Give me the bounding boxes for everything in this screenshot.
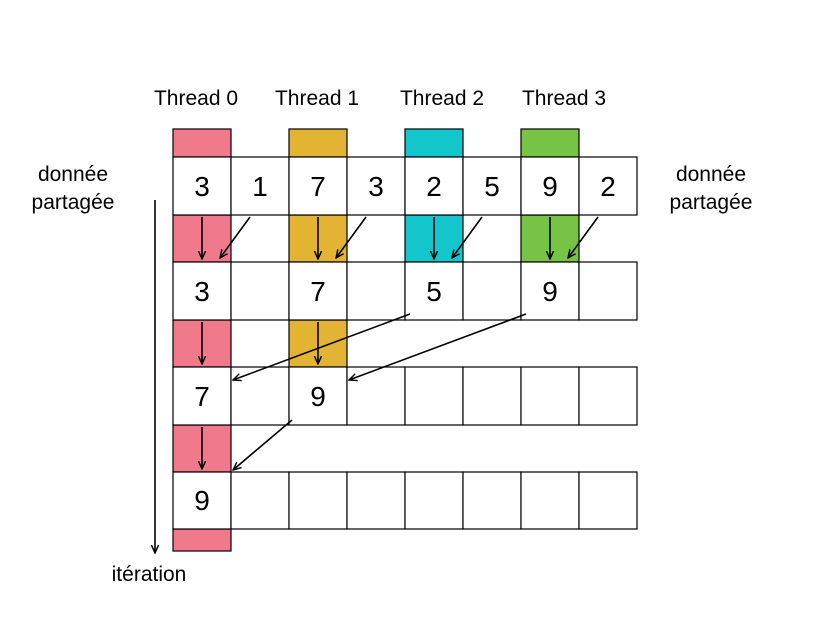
row-2-cell-7 — [578, 366, 638, 426]
shared-data-label-right-line2: partagée — [670, 191, 753, 214]
data-row-3: 9 — [172, 471, 638, 530]
row-3-cell-2 — [288, 471, 348, 530]
row-1-cell-5 — [462, 261, 522, 321]
thread-1-header-bar — [288, 128, 348, 158]
row-1-value-2: 7 — [310, 276, 326, 307]
row-2-value-2: 9 — [310, 381, 326, 412]
arrow-t2-diag-1 — [452, 216, 483, 258]
thread-3-header-bar — [520, 128, 580, 158]
row-0-cell-2 — [288, 156, 348, 216]
arrow-t0-diag-1 — [220, 216, 251, 258]
row-2-value-0: 7 — [194, 381, 210, 412]
row-0-cell-7 — [578, 156, 638, 216]
step-1-arrows — [202, 216, 599, 259]
iteration-label: itération — [112, 563, 187, 586]
row-1-value-4: 5 — [426, 276, 442, 307]
row-3-cell-0 — [172, 471, 232, 530]
row-1-cell-4 — [404, 261, 464, 321]
row-2-cell-3 — [346, 366, 406, 426]
row-3-cell-1 — [230, 471, 290, 530]
row-3-cell-3 — [346, 471, 406, 530]
row-0-value-3: 3 — [368, 171, 384, 202]
row-0-cell-1 — [230, 156, 290, 216]
row-1-cell-1 — [230, 261, 290, 321]
row-1-cell-2 — [288, 261, 348, 321]
thread-1-label: Thread 1 — [275, 87, 359, 110]
thread-0-footer-bar — [172, 528, 232, 552]
arrow-t1-diag-2 — [349, 313, 527, 380]
row-2-cell-4 — [404, 366, 464, 426]
data-row-0: 3 1 7 3 2 5 9 2 — [172, 156, 638, 216]
row-0-value-4: 2 — [426, 171, 442, 202]
thread-0-header-bar — [172, 128, 232, 158]
row-1-cell-0 — [172, 261, 232, 321]
row-2-cell-0 — [172, 366, 232, 426]
step-2-arrows — [202, 313, 527, 380]
row-3-cell-5 — [462, 471, 522, 530]
row-1-cell-7 — [578, 261, 638, 321]
row-3-cell-6 — [520, 471, 580, 530]
row-0-value-2: 7 — [310, 171, 326, 202]
shared-data-label-left-line1: donnée — [38, 163, 108, 186]
row-0-cell-5 — [462, 156, 522, 216]
row-0-value-7: 2 — [600, 171, 616, 202]
row-0-value-1: 1 — [252, 171, 268, 202]
data-row-2: 7 9 — [172, 366, 638, 426]
row-1-value-6: 9 — [542, 276, 558, 307]
row-2-cell-1 — [230, 366, 290, 426]
thread-0-label: Thread 0 — [154, 87, 238, 110]
step-3-arrows — [202, 419, 293, 470]
row-1-cell-3 — [346, 261, 406, 321]
row-0-cell-6 — [520, 156, 580, 216]
row-3-cell-4 — [404, 471, 464, 530]
thread-3-label: Thread 3 — [522, 87, 606, 110]
arrow-t1-diag-1 — [336, 216, 367, 258]
data-row-1: 3 7 5 9 — [172, 261, 638, 321]
arrow-t0-diag-2 — [233, 313, 411, 380]
row-0-value-6: 9 — [542, 171, 558, 202]
row-1-value-0: 3 — [194, 276, 210, 307]
thread-2-header-bar — [404, 128, 464, 158]
thread-2-label: Thread 2 — [400, 87, 484, 110]
row-3-cell-7 — [578, 471, 638, 530]
shared-data-label-right-line1: donnée — [676, 163, 746, 186]
row-0-value-0: 3 — [194, 171, 210, 202]
row-2-cell-5 — [462, 366, 522, 426]
arrow-t3-diag-1 — [568, 216, 599, 258]
row-3-value-0: 9 — [194, 485, 210, 516]
shared-data-label-left-line2: partagée — [32, 191, 115, 214]
row-1-cell-6 — [520, 261, 580, 321]
row-0-value-5: 5 — [484, 171, 500, 202]
arrow-t0-diag-3 — [233, 419, 293, 470]
row-2-cell-6 — [520, 366, 580, 426]
row-0-cell-3 — [346, 156, 406, 216]
